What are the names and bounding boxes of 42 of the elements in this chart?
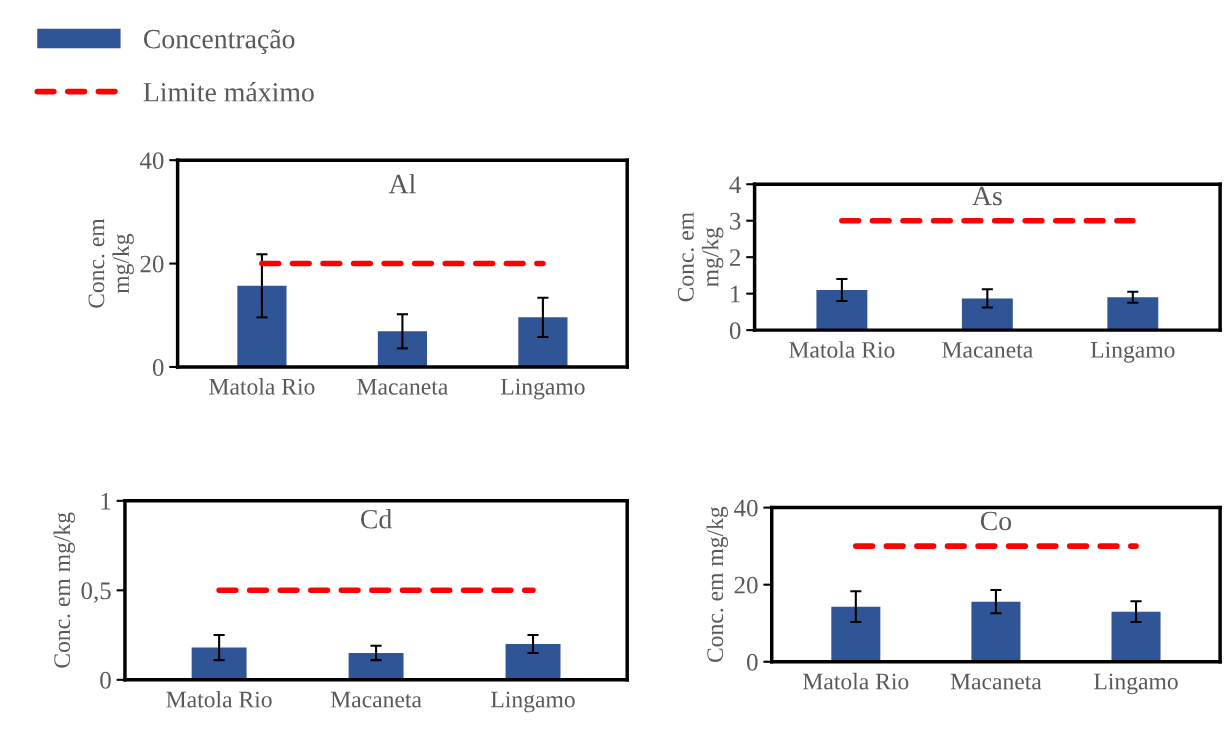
bar	[831, 606, 881, 662]
x-tick-label: Matola Rio	[166, 690, 272, 708]
y-axis-title: Conc. em mg/kg	[677, 212, 724, 302]
x-tick-label: Macaneta	[330, 691, 422, 708]
y-axis-title: Conc. em mg/kg	[706, 506, 728, 663]
y-tick-label: 40	[139, 152, 164, 170]
y-tick-label: 0	[747, 653, 758, 671]
x-tick-label: Lingamo	[491, 691, 575, 713]
x-tick-label: Lingamo	[1094, 673, 1178, 695]
chart-title: Cd	[361, 509, 392, 529]
y-axis-title: Conc. em mg/kg	[88, 218, 134, 308]
y-tick-label: 0	[729, 322, 741, 340]
x-tick-label: Matola Rio	[803, 672, 909, 690]
y-tick-label: 2	[730, 249, 741, 266]
y-axis-title: Conc. em mg/kg	[53, 512, 75, 668]
y-tick-label: 3	[730, 212, 741, 230]
x-tick-label: Matola Rio	[789, 341, 895, 358]
bar	[518, 317, 568, 367]
bar	[237, 285, 287, 367]
x-tick-label: Macaneta	[942, 342, 1033, 358]
chart-title: Al	[388, 173, 416, 194]
y-tick-label: 0	[152, 359, 164, 376]
y-tick-label: 40	[734, 499, 758, 517]
y-tick-label: 1	[101, 493, 111, 510]
x-tick-label: Matola Rio	[209, 378, 315, 395]
x-tick-label: Lingamo	[1090, 341, 1175, 363]
y-tick-label: 0,5	[81, 582, 111, 603]
legend-label: Limite máximo	[143, 82, 314, 102]
y-tick-label: 20	[140, 255, 164, 273]
bar	[971, 601, 1021, 662]
chart-title: Co	[980, 511, 1012, 531]
x-tick-label: Macaneta	[950, 673, 1042, 690]
x-tick-label: Macaneta	[357, 379, 448, 395]
bar	[1111, 611, 1161, 662]
x-tick-label: Lingamo	[500, 378, 585, 400]
y-tick-label: 4	[729, 176, 742, 193]
y-tick-label: 0	[100, 671, 111, 689]
y-tick-label: 1	[731, 285, 740, 303]
y-tick-label: 20	[734, 576, 758, 594]
chart-title: As	[972, 186, 1002, 206]
bar	[377, 331, 427, 367]
legend-label: Concentração	[143, 29, 295, 55]
